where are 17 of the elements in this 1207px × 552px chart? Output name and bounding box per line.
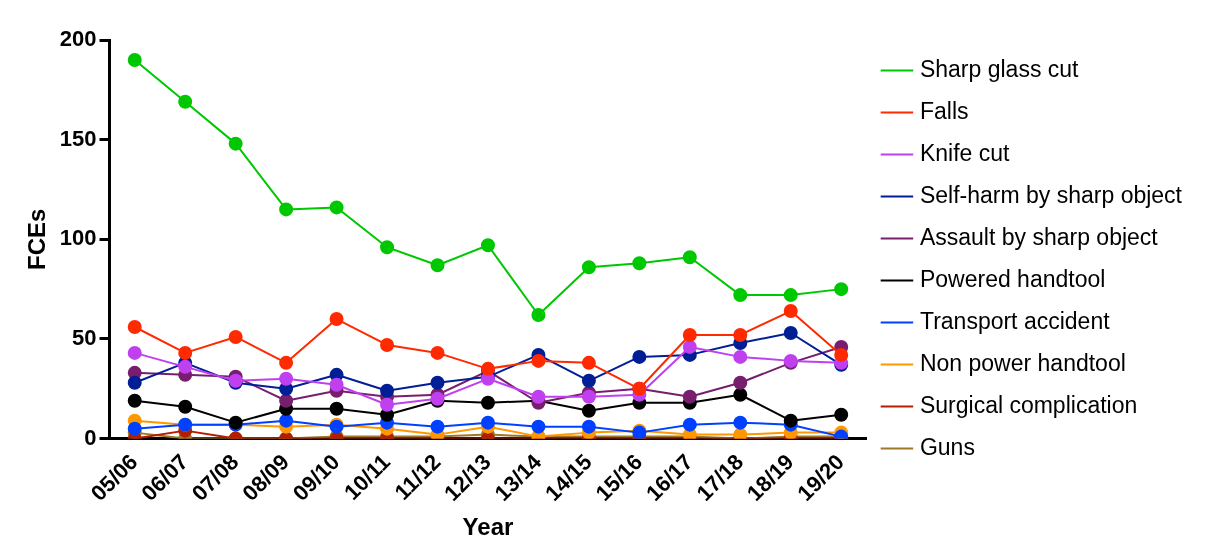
legend-label: Surgical complication — [919, 391, 1138, 418]
legend-label: Transport accident — [919, 307, 1111, 334]
legend-label: Knife cut — [919, 139, 1011, 166]
legend-label: Assault by sharp object — [919, 223, 1159, 250]
y-tick-label: 150 — [59, 125, 97, 151]
legend-label: Self-harm by sharp object — [919, 181, 1183, 208]
y-tick-label: 200 — [59, 26, 97, 52]
x-axis-title: Year — [462, 513, 514, 541]
y-axis-title: FCEs — [23, 208, 51, 270]
legend-label: Guns — [919, 433, 975, 460]
legend-label: Sharp glass cut — [919, 55, 1080, 82]
y-tick-label: 50 — [72, 325, 97, 351]
y-tick-label: 100 — [59, 225, 97, 251]
legend-label: Falls — [919, 97, 969, 124]
y-tick-label: 0 — [84, 424, 97, 450]
legend-label: Non power handtool — [919, 349, 1126, 376]
legend-label: Powered handtool — [919, 265, 1106, 292]
